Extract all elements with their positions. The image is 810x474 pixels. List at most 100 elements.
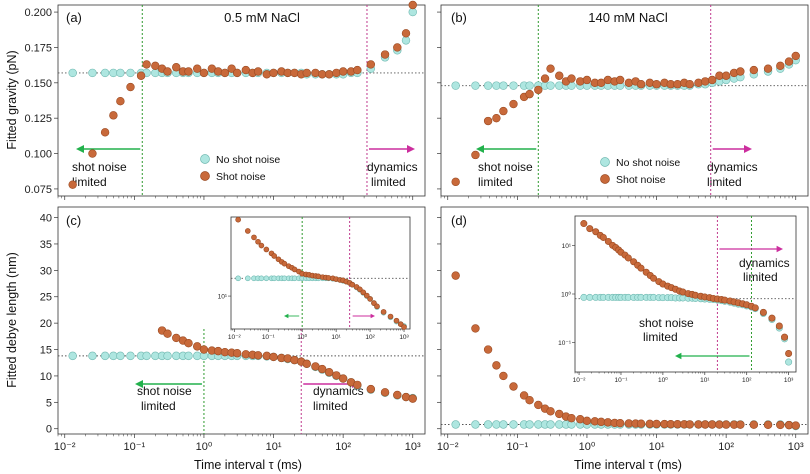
panel-b-shot-noise-point — [636, 80, 646, 89]
panel-a-dynamics-arrow-head — [407, 145, 415, 153]
panel-c-inset-shot-noise-point — [235, 216, 241, 223]
panel-a-no-shot-noise-point — [401, 36, 411, 45]
panel-c-inset-y-tick-label: 10¹ — [218, 294, 228, 301]
panel-b-no-shot-noise-point — [546, 81, 555, 90]
panel-c-shot-noise-point — [353, 380, 362, 390]
chart-marks: 0.075 0.100 0.125 0.150 0.175 0.200 0 5 10 15 20 25… — [24, 0, 808, 453]
panel-d-shot-noise-point — [509, 382, 518, 391]
panel-a-shot-noise-point — [317, 70, 327, 79]
panel-a-dyn-label-1: dynamics — [367, 160, 418, 174]
panel-a-no-shot-noise-point — [88, 68, 97, 78]
panel-b-shot-noise-point — [685, 80, 694, 89]
panel-b-shot-noise-point — [652, 80, 661, 89]
panel-d-shot-noise-point — [499, 371, 508, 381]
panel-a-shot-noise-point — [232, 68, 242, 78]
panel-d-inset-shot-noise-point — [637, 264, 645, 272]
panel-d-shot-noise-point — [582, 416, 592, 426]
panel-c-y-tick-label: 40 — [40, 213, 52, 225]
panel-c-y-tick-label: 20 — [40, 318, 52, 330]
panel-d-shot-noise-point — [636, 419, 646, 428]
panel-d-shot-noise-point — [615, 418, 625, 428]
panel-d-shot-noise-point — [534, 400, 543, 410]
panel-d-no-shot-noise-point — [483, 420, 493, 429]
panel-a: (a) 0.5 mM NaCl Fitted gravity (pN) shot… — [5, 4, 426, 197]
panel-a-shot-noise-point — [408, 0, 417, 10]
panel-c-inset-shot-noise-point — [244, 228, 251, 234]
panel-b-shot-noise-point — [645, 78, 654, 88]
panel-c-shot-noise-point — [332, 371, 341, 380]
panel-a-no-shot-noise-point — [408, 7, 417, 17]
panel-b-shot-noise-point — [546, 64, 555, 73]
panel-a-shot-label-2: limited — [72, 175, 107, 189]
panel-d-inset-x-tick-label: 10¹ — [700, 377, 710, 384]
panel-d-inset-shot-arrow-head — [675, 352, 682, 360]
panel-c-no-shot-noise-point — [142, 351, 151, 361]
panel-c-y-tick-label: 15 — [40, 345, 52, 357]
panel-c-y-tick-label: 0 — [46, 424, 52, 436]
panel-a-shot-noise-point — [100, 128, 110, 137]
panel-b-shot-noise-point — [624, 78, 634, 88]
panel-c-inset-shot-noise-point — [281, 260, 288, 267]
panel-d-no-shot-noise-point — [492, 420, 501, 429]
panel-d-inset-shot-noise-point — [768, 314, 776, 322]
panel-d-inset-shot-label-1: shot noise — [639, 316, 694, 330]
panel-b-dyn-label-2: limited — [707, 175, 742, 189]
panel-d-inset-shot-noise-point — [586, 225, 594, 233]
panel-c-no-shot-noise-point — [100, 351, 110, 361]
panel-a-shot-noise-point — [302, 68, 311, 78]
panel-a-shot-noise-point — [380, 50, 390, 59]
panel-c-shot-noise-point — [302, 359, 311, 368]
panel-c: (c) Fitted debye length (nm) shot noise … — [5, 206, 426, 435]
panel-b-shot-noise-point — [776, 61, 785, 71]
panel-d-shot-noise-point — [471, 324, 480, 333]
panel-a-shot-noise-point — [213, 67, 223, 76]
panel-b-shot-noise-point — [673, 80, 682, 89]
panel-c-inset-no-shot-noise-point — [263, 275, 270, 282]
panel-b-no-shot-noise-point — [451, 81, 460, 90]
panel-a-no-shot-noise-point — [100, 68, 110, 78]
panel-d-shot-noise-point — [721, 420, 731, 429]
panel-d-inset-x-tick-label: 10⁻¹ — [615, 377, 629, 384]
panel-c-shot-label-2: limited — [141, 399, 176, 413]
panel-b-no-shot-noise-point — [471, 81, 480, 90]
panel-a-no-shot-noise-point — [109, 68, 118, 78]
panel-d-shot-noise-point — [546, 407, 555, 416]
panel-b-shot-arrow-head — [476, 145, 484, 153]
panel-a-shot-noise-point — [324, 70, 334, 79]
panel-d-shot-noise-point — [652, 419, 661, 429]
panel-d-inset-shot-noise-point — [624, 254, 632, 262]
panel-c-inset-x-tick-label: 10⁻¹ — [262, 334, 276, 341]
panel-c-inset-frame — [230, 216, 411, 330]
panel-c-inset-shot-noise-point — [401, 324, 407, 330]
panel-c-inset-shot-noise-point — [255, 238, 261, 245]
panel-a-shot-noise-point — [353, 65, 362, 75]
panel-c-inset-x-tick-label: 10¹ — [331, 334, 341, 341]
legend-a-shot-label: Shot noise — [216, 171, 266, 183]
panel-d-inset-shot-noise-point — [775, 322, 783, 330]
panel-d-x-tick-label: 10¹ — [649, 441, 665, 453]
panel-b-shot-noise-point — [534, 85, 543, 95]
panel-d-inset-x-tick-label: 10⁻² — [573, 377, 587, 384]
panel-a-shot-noise-point — [68, 180, 77, 189]
panel-a-shot-noise-point — [142, 60, 151, 69]
panel-c-dyn-label-1: dynamics — [313, 384, 364, 398]
panel-a-shot-noise-point — [401, 29, 411, 38]
panel-a-shot-noise-point — [136, 71, 146, 80]
panel-c-inset-shot-noise-point — [387, 313, 394, 320]
panel-a-shot-noise-point — [227, 64, 236, 73]
panel-a-shot-noise-point — [192, 64, 202, 73]
panel-d-shot-noise-point — [749, 420, 759, 429]
panel-c-dyn-label-2: limited — [313, 399, 348, 413]
panel-c-no-shot-noise-point — [126, 351, 135, 361]
panel-d-inset-no-shot-noise-point — [586, 293, 594, 301]
panel-b-no-shot-noise-point — [483, 81, 493, 90]
panel-b-shot-noise-point — [721, 71, 731, 80]
legend-a-shot-marker — [200, 171, 210, 181]
panel-d-inset-no-shot-noise-point — [580, 293, 588, 301]
legend-b-no-shot-marker — [600, 157, 610, 167]
panel-a-frame — [57, 4, 426, 197]
panel-b-shot-noise-point — [582, 75, 592, 85]
panel-a-dyn-label-2: limited — [371, 175, 406, 189]
panel-d-inset-y-tick-label: 10⁰ — [561, 291, 571, 299]
